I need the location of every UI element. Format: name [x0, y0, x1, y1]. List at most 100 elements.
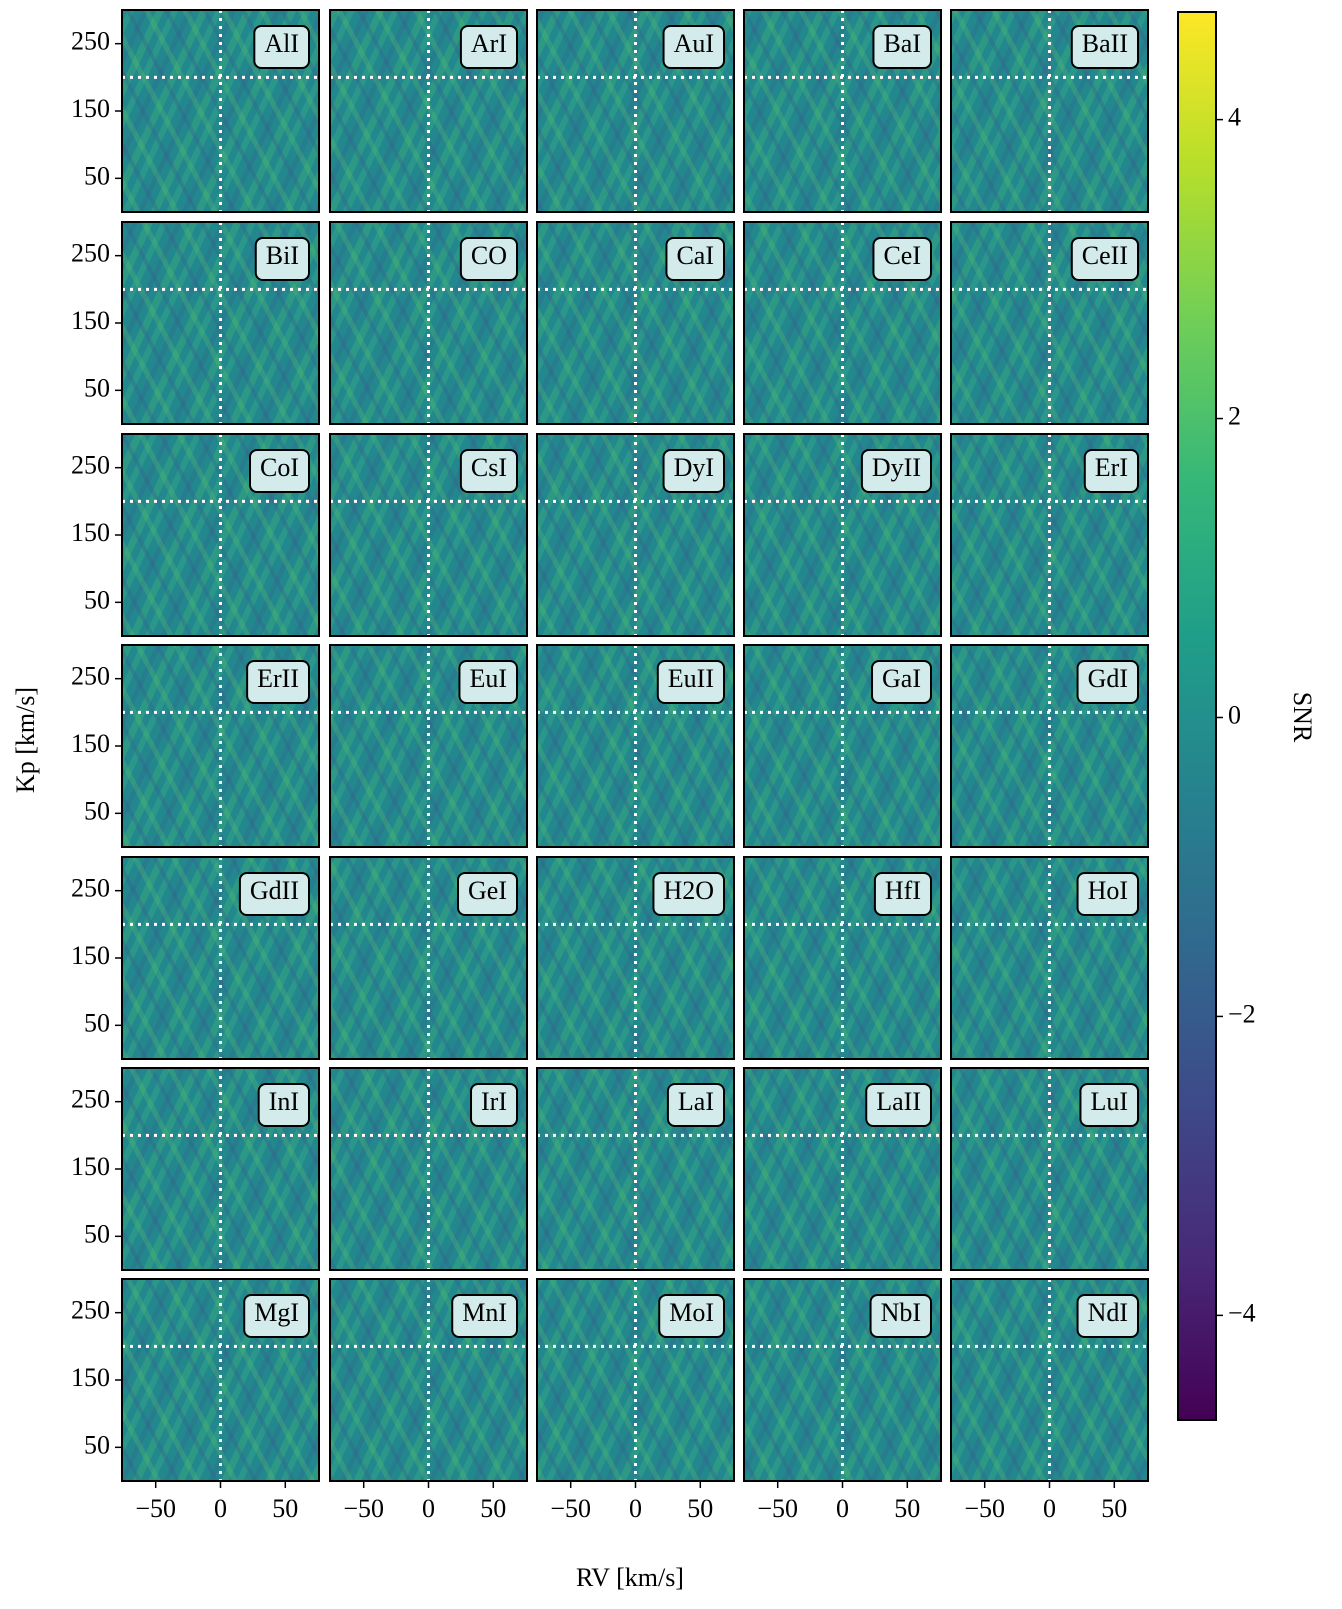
panel-label: NbI — [881, 1298, 921, 1327]
panel-label-box — [662, 449, 725, 493]
colorbar-tick-label: −2 — [1228, 999, 1256, 1028]
panel-label: LaI — [678, 1087, 714, 1116]
panel-frame — [743, 9, 942, 213]
panel-frame — [536, 9, 735, 213]
x-tick-label: 50 — [1101, 1494, 1127, 1523]
colorbar-tick-label: −4 — [1228, 1298, 1256, 1327]
y-axis-label: Kp [km/s] — [11, 687, 40, 793]
panel-frame — [536, 856, 735, 1060]
panel-label: CoI — [260, 453, 299, 482]
panel-label: IrI — [481, 1087, 507, 1116]
x-tick-label: 50 — [272, 1494, 298, 1523]
panel-frame — [950, 221, 1149, 425]
panel-label: CO — [471, 241, 507, 270]
panel-label: H2O — [663, 876, 714, 905]
panel-frame — [950, 1067, 1149, 1271]
panel-frame — [950, 433, 1149, 637]
panel-label: AuI — [674, 29, 714, 58]
panel-label: ErII — [257, 664, 299, 693]
x-tick-label: 50 — [687, 1494, 713, 1523]
panel-label-box — [451, 1294, 518, 1338]
panel-label: MgI — [254, 1298, 299, 1327]
y-tick-label: 250 — [71, 874, 110, 903]
x-tick-label: 50 — [480, 1494, 506, 1523]
y-tick-label: 250 — [71, 27, 110, 56]
panel-label-box — [865, 1083, 932, 1127]
panel-label-box — [459, 237, 518, 281]
x-tick-label: 0 — [629, 1494, 642, 1523]
x-tick-label: 50 — [894, 1494, 920, 1523]
panel-label-box — [1076, 1294, 1139, 1338]
panel-label: CaI — [676, 241, 714, 270]
y-tick-label: 250 — [71, 662, 110, 691]
x-tick-label: −50 — [135, 1494, 176, 1523]
panel-label-box — [1076, 872, 1139, 916]
y-tick-label: 50 — [84, 1008, 110, 1037]
panel-label-box — [662, 25, 725, 69]
panel-frame — [743, 644, 942, 848]
panel-label: DyII — [872, 453, 921, 482]
panel-label: GaI — [882, 664, 921, 693]
panel-label: ArI — [471, 29, 507, 58]
panel-label-box — [470, 1083, 518, 1127]
colorbar — [1177, 11, 1217, 1421]
panel-label-box — [872, 25, 932, 69]
panel-frame — [950, 856, 1149, 1060]
panel-label-box — [459, 449, 518, 493]
panel-label-box — [243, 1294, 310, 1338]
panel-frame — [329, 433, 528, 637]
panel-label: DyI — [674, 453, 714, 482]
panel-label: LaII — [876, 1087, 921, 1116]
panel-label: BaII — [1082, 29, 1128, 58]
panel-label-box — [652, 872, 725, 916]
panel-label-box — [459, 25, 518, 69]
panel-label-box — [249, 449, 310, 493]
panel-frame — [329, 1067, 528, 1271]
y-tick-label: 150 — [71, 1152, 110, 1181]
x-axis-label: RV [km/s] — [576, 1563, 684, 1592]
x-tick-label: −50 — [757, 1494, 798, 1523]
panel-label-box — [872, 237, 932, 281]
y-tick-label: 150 — [71, 94, 110, 123]
panel-label-box — [246, 660, 310, 704]
panel-frame — [329, 644, 528, 848]
panel-label: LuI — [1090, 1087, 1128, 1116]
panel-frame — [950, 9, 1149, 213]
panel-label-box — [457, 872, 518, 916]
y-tick-label: 250 — [71, 239, 110, 268]
y-tick-label: 150 — [71, 729, 110, 758]
panel-label-box — [873, 872, 932, 916]
panel-label: MoI — [669, 1298, 714, 1327]
panel-frame — [536, 433, 735, 637]
panel-frame — [329, 9, 528, 213]
panel-label: ErI — [1095, 453, 1128, 482]
panel-label: EuI — [469, 664, 507, 693]
x-tick-label: −50 — [343, 1494, 384, 1523]
panel-label: MnI — [462, 1298, 507, 1327]
panel-label: HfI — [885, 876, 921, 905]
panel-label-box — [1079, 1083, 1139, 1127]
y-tick-label: 50 — [84, 161, 110, 190]
panel-label: CeII — [1082, 241, 1128, 270]
panel-label: GdII — [250, 876, 299, 905]
x-tick-label: −50 — [964, 1494, 1005, 1523]
panel-label-box — [658, 1294, 725, 1338]
panel-label-box — [666, 1083, 725, 1127]
panel-label: EuII — [668, 664, 714, 693]
panel-label: AlI — [264, 29, 299, 58]
panel-frame — [329, 221, 528, 425]
y-tick-label: 150 — [71, 941, 110, 970]
panel-label-box — [238, 872, 310, 916]
panel-label-box — [257, 1083, 310, 1127]
y-tick-label: 50 — [84, 1430, 110, 1459]
panel-label-box — [869, 1294, 932, 1338]
panel-label: BaI — [883, 29, 921, 58]
panel-label-box — [656, 660, 725, 704]
x-tick-label: 0 — [1043, 1494, 1056, 1523]
y-tick-label: 150 — [71, 518, 110, 547]
panel-label: BiI — [266, 241, 299, 270]
panel-frame — [536, 644, 735, 848]
panel-frame — [743, 1067, 942, 1271]
panel-label-box — [871, 660, 932, 704]
colorbar-label: SNR — [1288, 692, 1317, 743]
